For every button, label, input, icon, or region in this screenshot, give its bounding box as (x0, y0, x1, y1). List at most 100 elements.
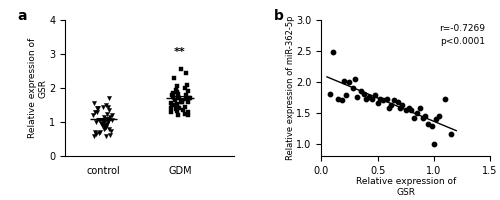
Point (100, 105, 108, 108)
Point (385, 106, 393, 109)
Point (98, 122, 106, 125)
Point (102, 103, 110, 107)
Point (174, 107, 182, 110)
Point (96, 131, 104, 134)
Point (356, 89, 364, 93)
Point (346, 80, 354, 83)
Point (342, 94, 350, 97)
Point (405, 106, 413, 109)
Point (182, 97, 190, 100)
Point (176, 101, 184, 104)
Point (173, 110, 181, 113)
Point (418, 116, 426, 119)
Point (103, 112, 111, 115)
Point (390, 99, 398, 102)
Point (354, 96, 362, 99)
Point (98, 124, 106, 127)
Point (402, 108, 409, 111)
Point (182, 71, 190, 74)
Point (167, 102, 175, 105)
Point (92, 132, 100, 136)
Point (167, 110, 175, 113)
Point (421, 114, 429, 117)
Y-axis label: Relative expression of miR-362-5p: Relative expression of miR-362-5p (286, 16, 294, 160)
Point (349, 86, 357, 90)
Point (338, 99, 345, 102)
Point (174, 93, 182, 96)
Text: a: a (18, 9, 28, 23)
Point (184, 113, 192, 116)
Point (177, 68, 185, 71)
Point (382, 98, 390, 101)
Text: **: ** (174, 47, 186, 57)
Point (379, 99, 387, 102)
Point (173, 85, 181, 88)
Point (100, 120, 108, 124)
Point (91, 110, 99, 113)
Point (102, 124, 110, 127)
Point (108, 119, 116, 122)
Point (394, 100, 402, 103)
Point (104, 97, 112, 100)
Point (441, 98, 449, 101)
Point (108, 114, 116, 117)
Point (184, 100, 192, 103)
Point (174, 114, 182, 117)
Point (100, 115, 108, 118)
Point (175, 97, 183, 100)
Point (351, 77, 359, 80)
Point (102, 117, 110, 120)
Point (364, 96, 372, 99)
Y-axis label: Relative expression of
GSR: Relative expression of GSR (28, 38, 48, 138)
Point (186, 96, 194, 99)
Point (168, 103, 175, 107)
Point (178, 108, 186, 112)
Point (408, 108, 416, 111)
X-axis label: Relative expression of
GSR: Relative expression of GSR (356, 177, 456, 197)
Point (178, 99, 186, 102)
Point (100, 128, 108, 131)
Point (106, 133, 114, 137)
Point (398, 104, 406, 107)
Point (170, 91, 177, 95)
Point (410, 116, 418, 119)
Point (171, 98, 179, 102)
Point (90, 102, 98, 105)
Point (436, 114, 444, 117)
Point (326, 93, 334, 96)
Point (432, 117, 440, 121)
Point (182, 94, 190, 97)
Point (95, 119, 103, 122)
Point (106, 115, 114, 118)
Point (183, 83, 191, 86)
Point (172, 107, 180, 111)
Point (174, 95, 182, 98)
Point (103, 122, 111, 125)
Point (90, 114, 98, 117)
Point (94, 107, 102, 110)
Point (372, 94, 380, 97)
Point (97, 121, 105, 124)
Point (102, 126, 110, 129)
Point (108, 129, 116, 132)
Point (96, 130, 104, 133)
Point (416, 106, 424, 109)
Point (104, 105, 112, 108)
Point (368, 98, 376, 101)
Point (374, 102, 382, 105)
Point (168, 93, 176, 96)
Point (104, 120, 112, 124)
Point (173, 103, 181, 106)
Point (396, 106, 404, 109)
Point (178, 101, 186, 104)
Point (102, 135, 110, 138)
Point (428, 125, 436, 128)
Point (172, 104, 180, 107)
Point (167, 106, 175, 109)
Point (181, 86, 189, 90)
Point (340, 79, 348, 82)
Point (91, 131, 99, 134)
Point (169, 95, 177, 98)
Point (90, 134, 98, 137)
Point (362, 98, 370, 101)
